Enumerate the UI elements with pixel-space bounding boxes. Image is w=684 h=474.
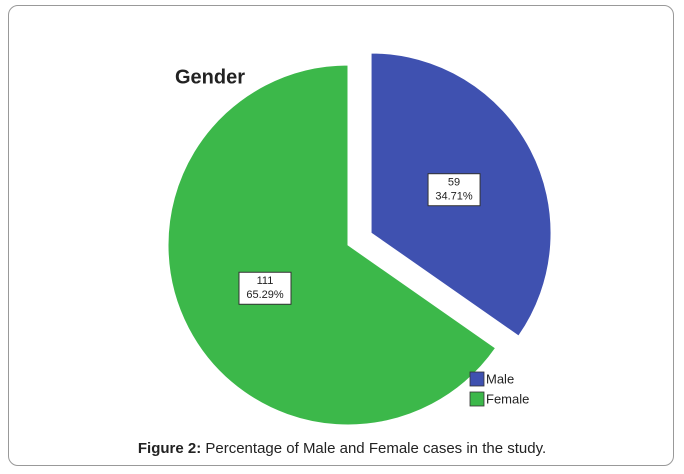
- caption: Figure 2: Percentage of Male and Female …: [0, 440, 684, 457]
- chart-title: Gender: [175, 66, 245, 88]
- caption-text: Percentage of Male and Female cases in t…: [205, 440, 547, 457]
- label-box: [238, 271, 292, 305]
- percentage-label: 65.29%: [246, 289, 284, 301]
- legend-swatch: [469, 391, 485, 407]
- percentage-label: 34.71%: [435, 191, 473, 203]
- figure-frame: [8, 5, 674, 466]
- legend-swatch: [469, 371, 485, 387]
- legend-label: Female: [486, 391, 529, 406]
- value-label: 59: [448, 177, 460, 189]
- label-box: [427, 173, 481, 207]
- legend-label: Male: [486, 371, 514, 386]
- caption-label: Figure 2:: [137, 440, 202, 457]
- pie-slice: [167, 64, 497, 426]
- value-label: 111: [257, 275, 274, 287]
